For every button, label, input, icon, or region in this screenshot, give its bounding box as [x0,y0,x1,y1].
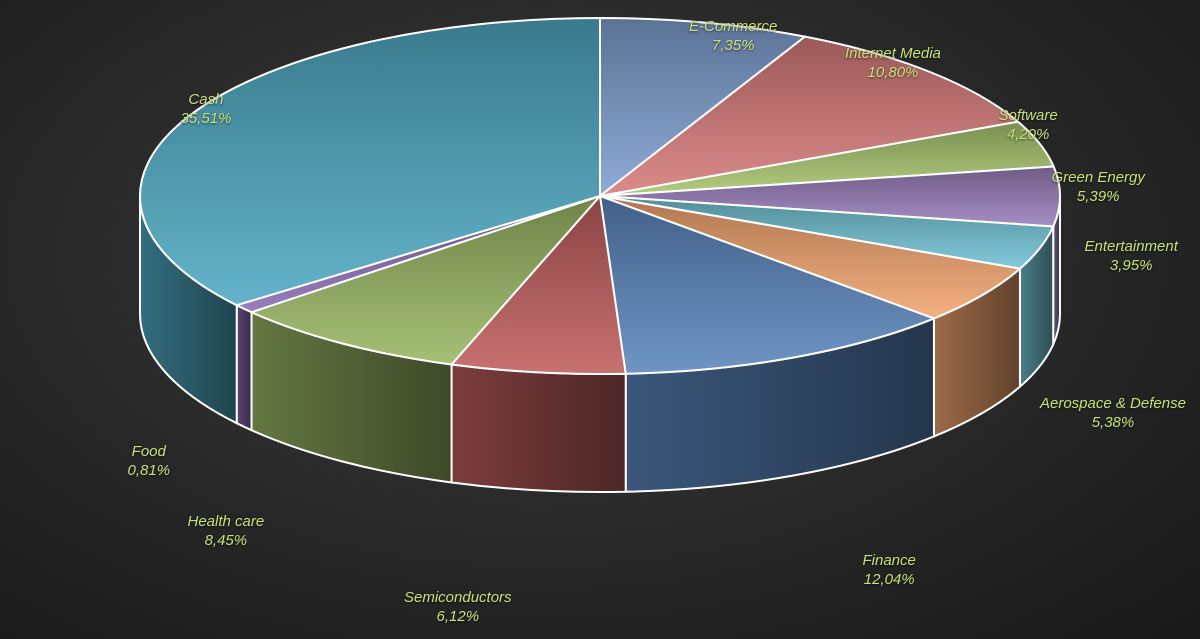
slice-label-value: 10,80% [867,64,919,81]
slice-internet-media [599,35,1020,197]
pie-top-faces [139,17,1061,375]
slice-label-value: 12,04% [863,571,915,588]
slice-e-commerce [599,17,806,197]
slice-label-name: Entertainment [1084,238,1178,255]
slice-label-finance: Finance 12,04% [863,551,916,589]
slice-label-value: 5,39% [1076,188,1120,205]
slice-label-name: Software [998,107,1058,124]
slice-label-value: 0,81% [127,462,171,479]
slice-side-semiconductors [450,363,627,493]
slice-label-food: Food 0,81% [128,442,171,480]
pie-side-walls [139,195,1061,493]
slice-label-cash: Cash 35,51% [181,90,232,128]
slice-label-name: E-Commerce [689,18,778,35]
slice-label-internet-media: Internet Media 10,80% [845,44,941,82]
slice-label-value: 3,95% [1109,257,1153,274]
slice-label-name: Cash [188,91,224,108]
slice-label-e-commerce: E-Commerce 7,35% [689,17,777,55]
slice-label-name: Food [131,443,166,460]
slice-label-value: 5,38% [1091,414,1135,431]
slice-finance [599,195,935,375]
slice-side-food [235,304,253,432]
slice-label-name: Aerospace & Defense [1040,395,1186,412]
slice-aerospace-defense [599,195,1021,320]
slice-label-software: Software 4,20% [999,106,1058,144]
slice-label-semiconductors: Semiconductors 6,12% [404,588,512,626]
slice-green-energy [599,165,1061,228]
slice-label-name: Internet Media [845,45,941,62]
slice-label-value: 4,20% [1006,126,1050,143]
slice-label-name: Health care [187,513,265,530]
slice-label-value: 35,51% [180,110,232,127]
slice-label-value: 7,35% [711,37,755,54]
slice-label-green-energy: Green Energy 5,39% [1052,168,1145,206]
slice-label-name: Finance [862,552,916,569]
slice-label-aerospace-defense: Aerospace & Defense 5,38% [1040,394,1186,432]
slice-label-health-care: Health care 8,45% [188,512,265,550]
slice-label-entertainment: Entertainment 3,95% [1085,237,1178,275]
slice-health-care [250,195,601,366]
slice-label-value: 6,12% [436,608,480,625]
slice-label-value: 8,45% [204,532,248,549]
slice-label-name: Green Energy [1051,169,1145,186]
slice-semiconductors [450,195,627,375]
slice-label-name: Semiconductors [404,589,512,606]
slice-cash [139,17,601,307]
